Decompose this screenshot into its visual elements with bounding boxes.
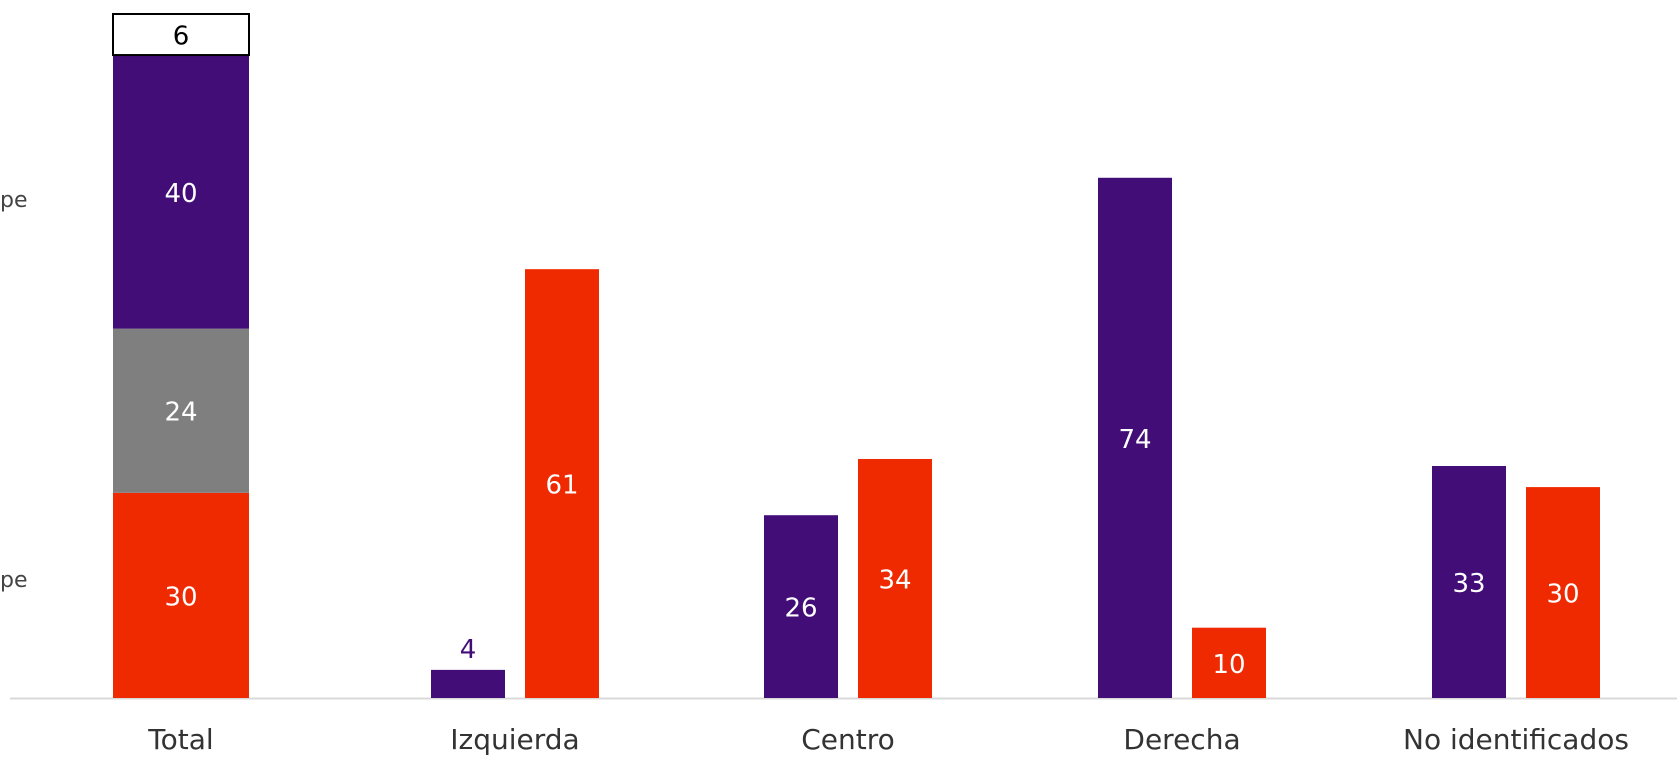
total-segment-value: 40 [164,179,197,209]
purple-bar [431,669,505,698]
bar-value-label: 26 [784,594,817,624]
total-segment-value: 6 [173,22,190,52]
red-bar [1526,487,1600,698]
purple-bar [1432,466,1506,698]
bar-value-label: 61 [545,471,578,501]
total-bar-segment [112,13,250,57]
red-bar [525,269,599,698]
bar-value-label: 34 [878,565,911,595]
total-segment-value: 24 [164,398,197,428]
red-bar [1192,627,1266,698]
category-label: Total [147,723,213,756]
side-label: pe [0,188,28,213]
bar-value-label: 33 [1452,569,1485,599]
bar-value-label: 74 [1118,425,1151,455]
bar-value-label: 30 [1546,580,1579,610]
side-label: pe [0,568,28,593]
bar-value-label: 4 [460,635,477,665]
category-label: Izquierda [450,723,579,756]
total-bar-segment [113,55,249,329]
bar-value-label: 10 [1212,650,1245,680]
category-label: Derecha [1123,723,1240,756]
total-bar-segment [113,492,249,698]
labels-layer: pe pe Total Izquierda Centro Derecha No identi… [0,22,1629,756]
bars-layer [112,13,1600,698]
purple-bar [764,515,838,698]
category-label: No identificados [1403,723,1629,756]
total-segment-value: 30 [164,582,197,612]
category-label: Centro [801,723,895,756]
total-bar-segment [113,328,249,493]
red-bar [858,458,932,698]
purple-bar [1098,177,1172,698]
